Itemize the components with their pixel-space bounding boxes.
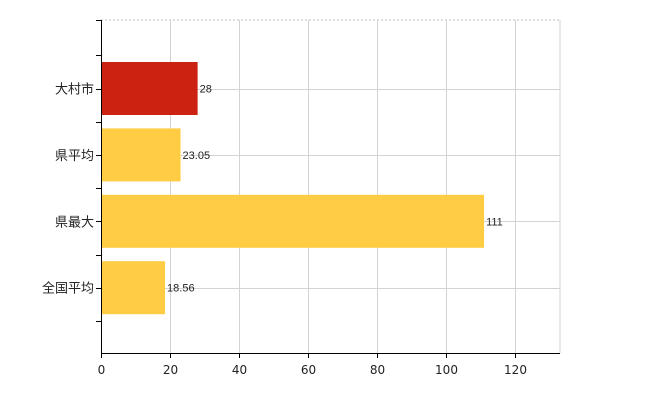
category-label: 大村市 [55,82,94,98]
x-tick-label: 80 [370,363,385,377]
category-label: 県平均 [55,149,94,164]
bar [101,194,485,248]
x-tick-label: 60 [301,363,316,377]
category-label: 全国平均 [42,281,94,297]
category-label: 県最大 [55,215,94,230]
bars-layer [101,62,485,315]
bar [101,128,181,182]
data-label: 28 [200,84,212,96]
x-tick-label: 100 [435,363,458,377]
labels-layer: 28 23.05 111 18.56 0 20 40 60 80 100 120 大村市県平均県最大全… [42,82,527,378]
x-tick-label: 20 [163,363,178,377]
bar [101,261,166,315]
x-tick-label: 40 [232,363,247,377]
x-tick-label: 120 [504,363,527,377]
axis-layer [96,20,560,358]
data-label: 18.56 [167,283,195,295]
x-tick-label: 0 [98,363,106,377]
bar [101,62,198,115]
data-label: 23.05 [183,150,211,162]
data-label: 111 [486,216,503,228]
